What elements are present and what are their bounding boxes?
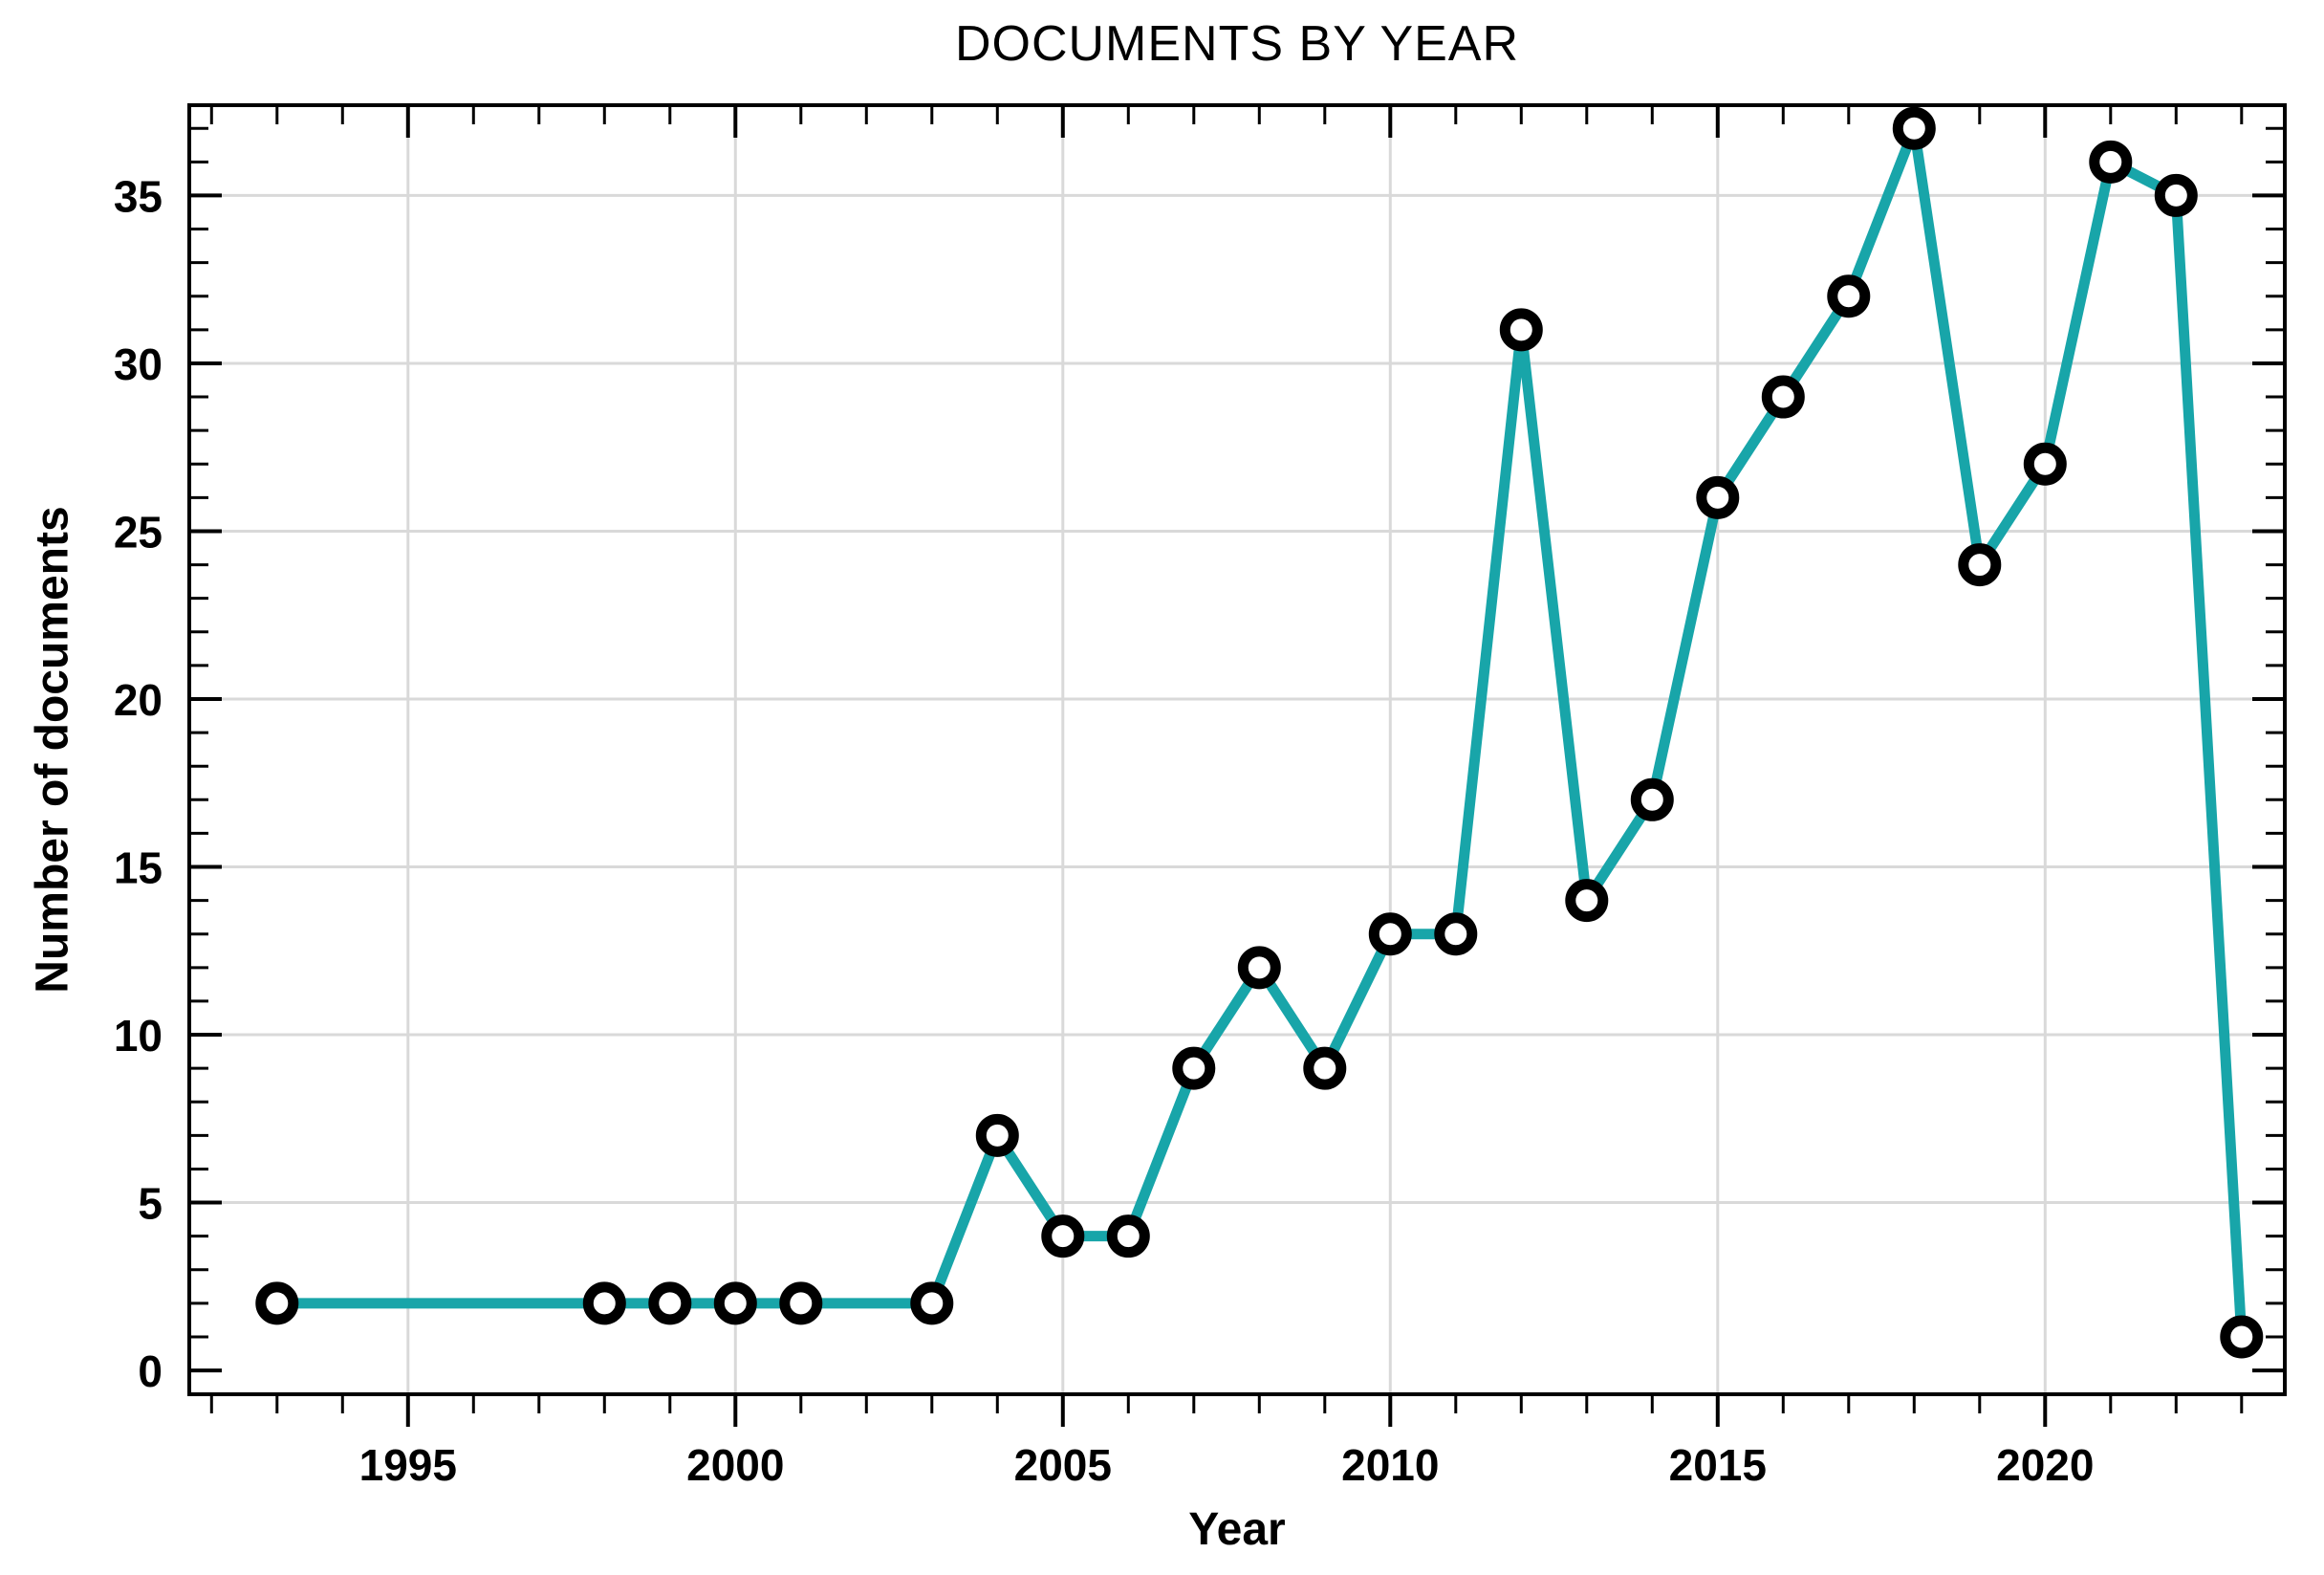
data-point-2023 <box>2220 1315 2264 1359</box>
x-tick-label-2005: 2005 <box>1014 1440 1112 1490</box>
data-point-2018 <box>1892 106 1936 150</box>
data-point-2015 <box>1696 475 1740 519</box>
data-point-2007 <box>1172 1046 1216 1090</box>
x-axis-title: Year <box>1188 1504 1286 1555</box>
data-point-2016 <box>1761 375 1805 419</box>
data-point-1999 <box>648 1281 692 1325</box>
data-point-2011 <box>1434 912 1478 956</box>
data-point-2008 <box>1237 946 1281 990</box>
axis-frame <box>187 103 2287 1396</box>
x-tick-label-2010: 2010 <box>1341 1440 1439 1490</box>
plot-frame <box>187 103 2287 1396</box>
data-point-2006 <box>1106 1214 1150 1258</box>
data-point-2009 <box>1303 1046 1347 1090</box>
trend-line <box>271 122 2248 1343</box>
data-point-2000 <box>713 1281 757 1325</box>
data-point-2005 <box>1041 1214 1085 1258</box>
x-tick-label-2000: 2000 <box>686 1440 784 1490</box>
chart-title: DOCUMENTS BY YEAR <box>954 16 1520 72</box>
data-point-1998 <box>582 1281 626 1325</box>
data-point-2021 <box>2089 140 2133 184</box>
data-point-2010 <box>1368 912 1412 956</box>
data-point-2014 <box>1630 777 1674 821</box>
data-point-2022 <box>2154 173 2198 217</box>
y-tick-label-20: 20 <box>114 675 163 725</box>
x-tick-label-2015: 2015 <box>1669 1440 1767 1490</box>
data-point-2004 <box>975 1113 1019 1157</box>
data-point-2001 <box>779 1281 823 1325</box>
x-tick-label-1995: 1995 <box>359 1440 457 1490</box>
y-tick-label-25: 25 <box>114 507 163 557</box>
y-tick-label-30: 30 <box>114 339 163 389</box>
series-layer <box>255 106 2264 1359</box>
y-tick-label-35: 35 <box>114 171 163 221</box>
y-tick-label-15: 15 <box>114 843 163 893</box>
data-point-2019 <box>1958 543 2002 587</box>
grid-layer <box>189 105 2285 1394</box>
data-point-2003 <box>910 1281 954 1325</box>
tick-layer <box>189 105 2285 1427</box>
y-tick-label-10: 10 <box>114 1011 163 1061</box>
y-tick-label-0: 0 <box>138 1346 163 1396</box>
y-tick-label-5: 5 <box>138 1179 163 1229</box>
data-point-2012 <box>1499 308 1543 352</box>
x-tick-label-2020: 2020 <box>1996 1440 2094 1490</box>
data-point-2013 <box>1565 879 1609 923</box>
data-point-2020 <box>2023 442 2067 486</box>
tick-labels: 0 5 10 15 20 25 30 35 1995 2000 2005 2010 2015 2020 <box>114 171 2095 1490</box>
data-point-1993 <box>255 1281 299 1325</box>
data-point-2017 <box>1827 274 1871 318</box>
